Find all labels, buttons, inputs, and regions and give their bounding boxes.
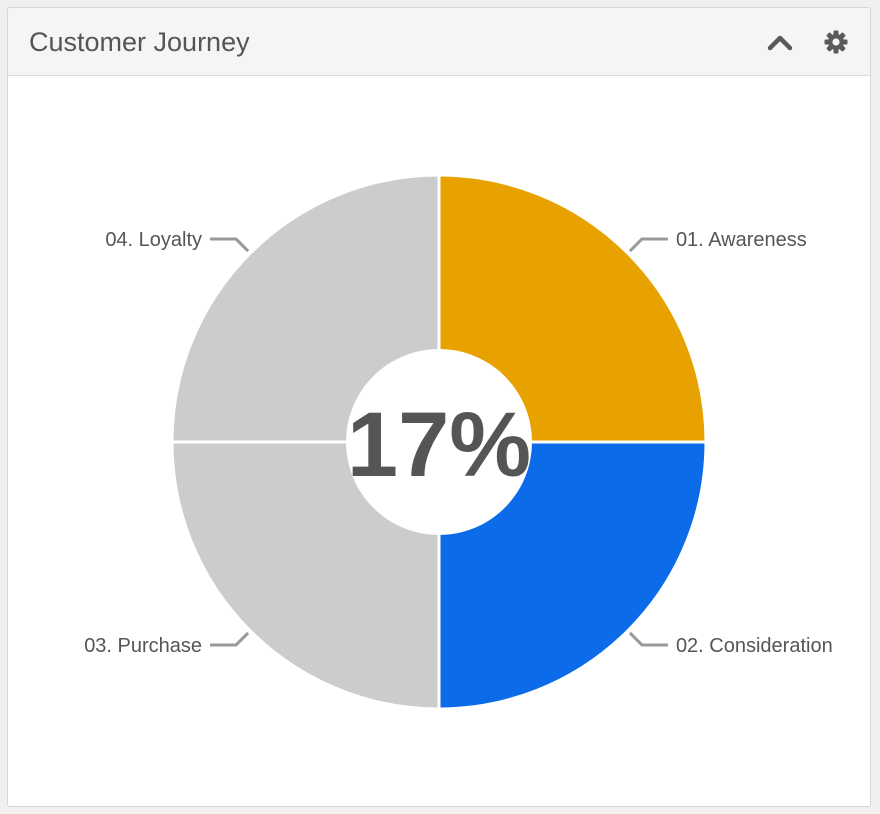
center-percentage: 17% (347, 394, 531, 496)
slice-label-01-awareness: 01. Awareness (676, 229, 807, 251)
pie-slice-01-awareness[interactable] (437, 173, 708, 444)
leader-line-01-awareness (628, 237, 668, 253)
slice-label-03-purchase: 03. Purchase (84, 635, 202, 657)
pie-slice-04-loyalty[interactable] (170, 173, 441, 444)
gear-icon (824, 30, 848, 54)
chevron-up-icon (767, 35, 793, 51)
collapse-button[interactable] (765, 27, 795, 57)
widget-header: Customer Journey (8, 8, 870, 76)
leader-line-02-consideration (628, 631, 668, 647)
donut-chart: 01. Awareness 02. Consideration 03. Purcha… (84, 173, 833, 711)
pie-slice-03-purchase[interactable] (170, 440, 441, 711)
settings-button[interactable] (821, 27, 851, 57)
pie-slice-02-consideration[interactable] (437, 440, 708, 711)
donut-hole (346, 349, 532, 535)
chart-area: 01. Awareness 02. Consideration 03. Purcha… (8, 76, 870, 806)
widget-title: Customer Journey (29, 27, 250, 57)
leader-line-03-purchase (210, 631, 250, 647)
slice-label-04-loyalty: 04. Loyalty (105, 229, 202, 251)
customer-journey-widget: Customer Journey 01. Awarenes (7, 7, 871, 807)
leader-line-04-loyalty (210, 237, 250, 253)
slice-label-02-consideration: 02. Consideration (676, 635, 833, 657)
